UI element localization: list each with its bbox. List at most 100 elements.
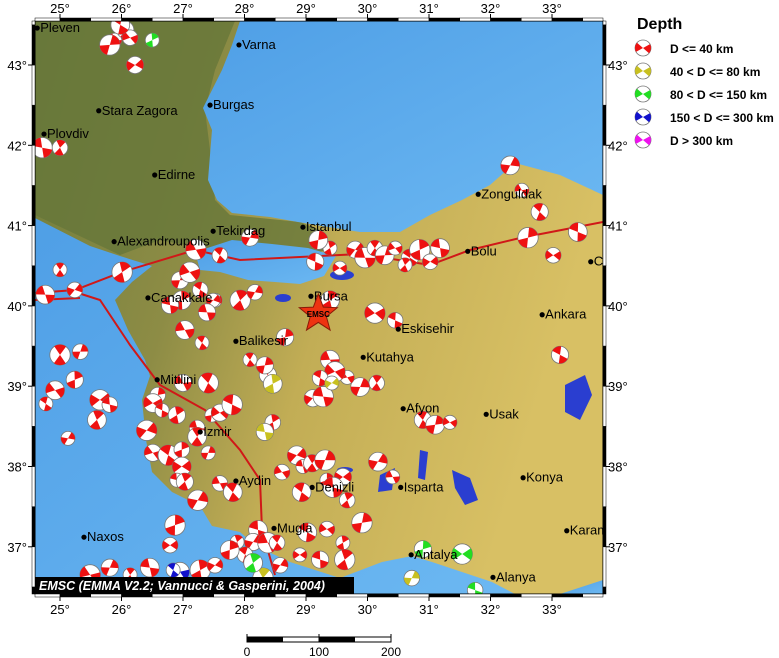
focal-mechanism — [346, 240, 365, 259]
city-marker — [41, 131, 47, 137]
city-marker — [483, 411, 489, 417]
legend-item: D <= 40 km — [634, 39, 733, 57]
epicenter-marker[interactable]: EMSC — [297, 292, 339, 332]
focal-mechanism — [324, 375, 340, 391]
city-label: Aydin — [239, 473, 271, 488]
city-label: Isparta — [404, 479, 445, 494]
focal-mechanism — [161, 536, 179, 554]
city-marker — [152, 172, 158, 178]
focal-mechanism — [49, 344, 71, 366]
city-marker — [475, 191, 481, 197]
focal-mechanism — [255, 422, 274, 441]
scale-label-100: 100 — [309, 645, 329, 658]
city-label: Naxos — [87, 529, 124, 544]
focal-mechanism — [171, 456, 192, 477]
focal-mechanism — [442, 414, 458, 430]
focal-mechanism — [87, 410, 107, 430]
city-label: Denizli — [315, 479, 354, 494]
focal-mechanism — [514, 182, 530, 198]
city-label: Bolu — [471, 243, 497, 258]
city-marker — [271, 525, 277, 531]
city-marker — [490, 574, 496, 580]
lat-tick-label-left: 41° — [7, 219, 27, 234]
city-label: Karaman — [570, 523, 623, 538]
city-marker — [210, 228, 216, 234]
scale-label-200: 200 — [381, 645, 401, 658]
black-sea — [203, 21, 603, 232]
city-marker — [309, 484, 315, 490]
city-marker — [308, 293, 314, 299]
legend-item: 40 < D <= 80 km — [634, 62, 760, 80]
star-icon — [297, 292, 339, 332]
focal-mechanism — [311, 550, 330, 569]
focal-mechanism — [386, 312, 404, 329]
city-marker — [395, 326, 401, 332]
focal-mechanism — [364, 302, 386, 324]
city-marker — [360, 354, 366, 360]
lon-tick-label-top: 26° — [112, 1, 132, 16]
focal-mechanism — [185, 239, 207, 261]
focal-mechanism — [38, 396, 54, 412]
focal-mechanism — [322, 476, 344, 498]
city-marker — [197, 429, 203, 435]
focal-mechanism — [192, 281, 209, 299]
city-marker — [81, 534, 87, 540]
focal-mechanism — [530, 202, 549, 221]
lon-tick-label-top: 32° — [481, 1, 501, 16]
focal-mechanism — [425, 414, 445, 435]
lat-tick-label-right: 39° — [608, 379, 628, 394]
focal-mechanism — [100, 558, 119, 577]
legend-beachball-icon — [634, 85, 652, 103]
focal-mechanism — [161, 296, 180, 315]
city-label: Burgas — [213, 97, 255, 112]
focal-mechanism — [403, 569, 420, 587]
map-area[interactable]: Pleven Varna Stara Zagora Burgas Plovdiv Edir… — [32, 15, 634, 598]
city-label: Ankara — [545, 307, 587, 322]
city-label: Istanbul — [306, 219, 352, 234]
focal-mechanism — [451, 543, 473, 565]
city-label: Balikesir — [239, 333, 289, 348]
focal-mechanism — [385, 469, 401, 485]
legend-beachball-icon — [634, 131, 652, 149]
sea-of-marmara — [195, 240, 336, 284]
focal-mechanism — [51, 139, 69, 156]
city-marker — [539, 312, 545, 318]
focal-mechanism — [271, 557, 289, 574]
legend-label: 150 < D <= 300 km — [670, 111, 774, 125]
city-marker — [400, 406, 406, 412]
lon-tick-label-bottom: 26° — [112, 602, 132, 617]
gokova-gulf — [560, 580, 603, 594]
focal-mechanism — [154, 402, 170, 418]
focal-mechanism — [292, 547, 308, 563]
city-label: Afyon — [406, 401, 439, 416]
legend-beachball-icon — [634, 108, 652, 126]
focal-mechanism — [500, 155, 520, 176]
focal-mechanism — [179, 261, 201, 283]
focal-mechanism — [334, 549, 356, 571]
lat-tick-label-left: 37° — [7, 540, 27, 555]
focal-mechanism — [422, 253, 439, 270]
focal-mechanism — [351, 512, 373, 534]
focal-mechanism — [413, 540, 432, 559]
city-label: Edirne — [158, 167, 196, 182]
city-marker — [408, 552, 414, 558]
focal-mechanism — [229, 289, 251, 311]
lon-tick-label-bottom: 29° — [296, 602, 316, 617]
legend-beachball-icon — [634, 62, 652, 80]
aegean-sea — [35, 218, 515, 594]
lon-tick-label-bottom: 30° — [358, 602, 378, 617]
focal-mechanism — [175, 472, 194, 491]
city-label: Kutahya — [366, 349, 414, 364]
city-label: Tekirdag — [216, 223, 265, 238]
focal-mechanism — [157, 444, 179, 466]
focal-mechanism — [221, 394, 243, 416]
legend-item: 150 < D <= 300 km — [634, 108, 774, 126]
city-marker — [154, 377, 160, 383]
lon-tick-label-bottom: 32° — [481, 602, 501, 617]
city-label: Usak — [489, 406, 519, 421]
focal-mechanism — [314, 449, 336, 471]
lon-tick-label-bottom: 31° — [419, 602, 439, 617]
legend-item: 80 < D <= 150 km — [634, 85, 767, 103]
focal-mechanism — [60, 430, 76, 446]
